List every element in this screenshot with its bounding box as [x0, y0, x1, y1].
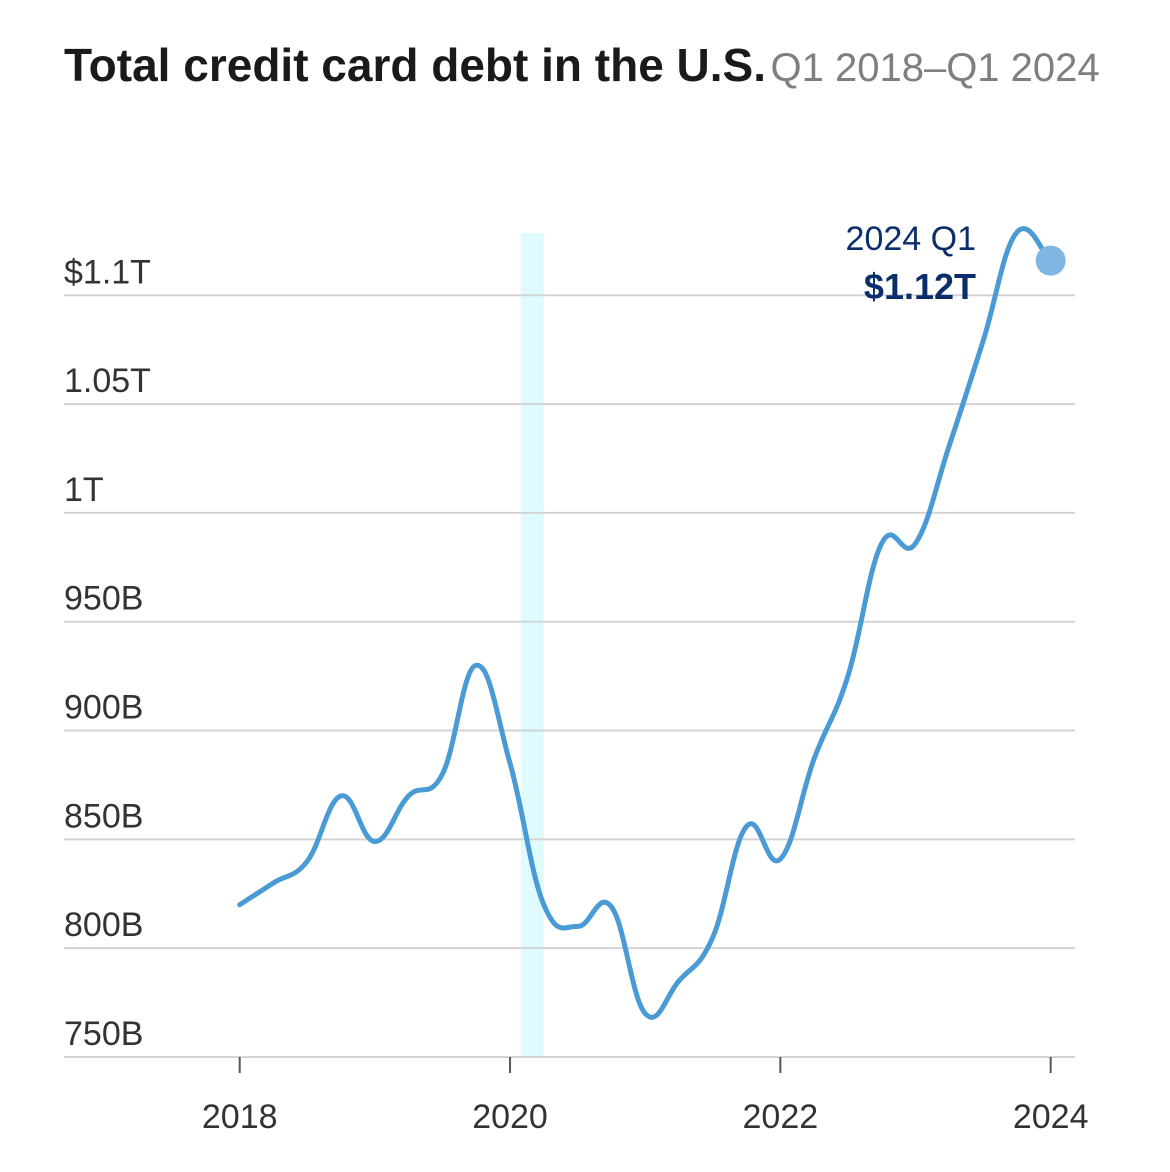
recession-band	[520, 233, 544, 1057]
chart-title: Total credit card debt in the U.S.	[64, 39, 767, 91]
y-tick-label: 900B	[64, 689, 143, 727]
y-tick-label: 950B	[64, 580, 143, 618]
y-tick-label: 750B	[64, 1015, 143, 1053]
annotation-label: 2024 Q1	[846, 220, 976, 258]
series-layer	[237, 226, 1066, 1020]
series-line	[237, 226, 1054, 1020]
x-tick-label: 2018	[202, 1098, 278, 1136]
endpoint-marker	[1035, 245, 1066, 276]
recession-band-layer	[520, 233, 544, 1057]
y-tick-label: $1.1T	[64, 253, 151, 291]
x-axis: 2018 2020 2022 2024	[202, 1057, 1089, 1136]
y-tick-label: 1T	[64, 471, 104, 509]
y-axis: 750B 800B 850B 900B 950B 1T 1.05T $1.1T	[64, 253, 151, 1053]
y-tick-label: 800B	[64, 906, 143, 944]
chart-title-block: Total credit card debt in the U.S. Q1 20…	[64, 30, 1124, 112]
annotation: 2024 Q1 $1.12T	[846, 220, 976, 307]
annotation-value: $1.12T	[864, 266, 976, 307]
x-tick-label: 2024	[1013, 1098, 1089, 1136]
x-tick-label: 2020	[472, 1098, 548, 1136]
chart-subtitle: Q1 2018–Q1 2024	[770, 46, 1100, 90]
x-tick-label: 2022	[743, 1098, 819, 1136]
y-tick-label: 1.05T	[64, 362, 151, 400]
y-tick-label: 850B	[64, 797, 143, 835]
gridlines	[64, 294, 1075, 1058]
